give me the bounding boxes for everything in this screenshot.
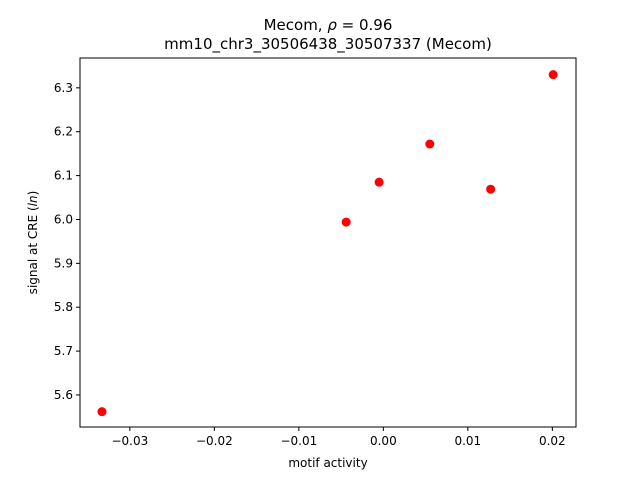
y-tick-label: 6.3	[54, 81, 73, 95]
chart-title: Mecom, ρ = 0.96 mm10_chr3_30506438_30507…	[164, 16, 492, 54]
data-point	[374, 177, 384, 187]
y-tick-label: 5.9	[54, 256, 73, 270]
y-tick-label: 5.8	[54, 300, 73, 314]
chart-title-line-1: Mecom, ρ = 0.96	[264, 16, 393, 34]
y-axis-ticks: 5.6 5.7 5.8 5.9 6.0 6.1 6.2 6.3	[54, 81, 80, 402]
x-tick-label: −0.02	[196, 434, 233, 448]
y-tick-label: 5.6	[54, 388, 73, 402]
data-points	[97, 70, 558, 417]
chart-title-line-2: mm10_chr3_30506438_30507337 (Mecom)	[164, 35, 492, 54]
plot-area	[80, 58, 576, 427]
x-tick-label: 0.02	[539, 434, 566, 448]
data-point	[341, 217, 351, 227]
y-tick-label: 5.7	[54, 344, 73, 358]
y-axis-label: signal at CRE (ln)	[26, 191, 40, 295]
y-tick-label: 6.2	[54, 125, 73, 139]
y-tick-label: 6.0	[54, 212, 73, 226]
data-point	[486, 184, 496, 194]
y-tick-label: 6.1	[54, 169, 73, 183]
data-point	[425, 139, 435, 149]
x-axis-ticks: −0.03 −0.02 −0.01 0.00 0.01 0.02	[111, 427, 566, 448]
x-axis-label: motif activity	[288, 456, 367, 470]
x-tick-label: −0.01	[280, 434, 317, 448]
data-point	[97, 407, 107, 417]
x-tick-label: 0.01	[454, 434, 481, 448]
x-tick-label: −0.03	[111, 434, 148, 448]
x-tick-label: 0.00	[370, 434, 397, 448]
data-point	[548, 70, 558, 80]
plot-frame	[79, 57, 577, 428]
